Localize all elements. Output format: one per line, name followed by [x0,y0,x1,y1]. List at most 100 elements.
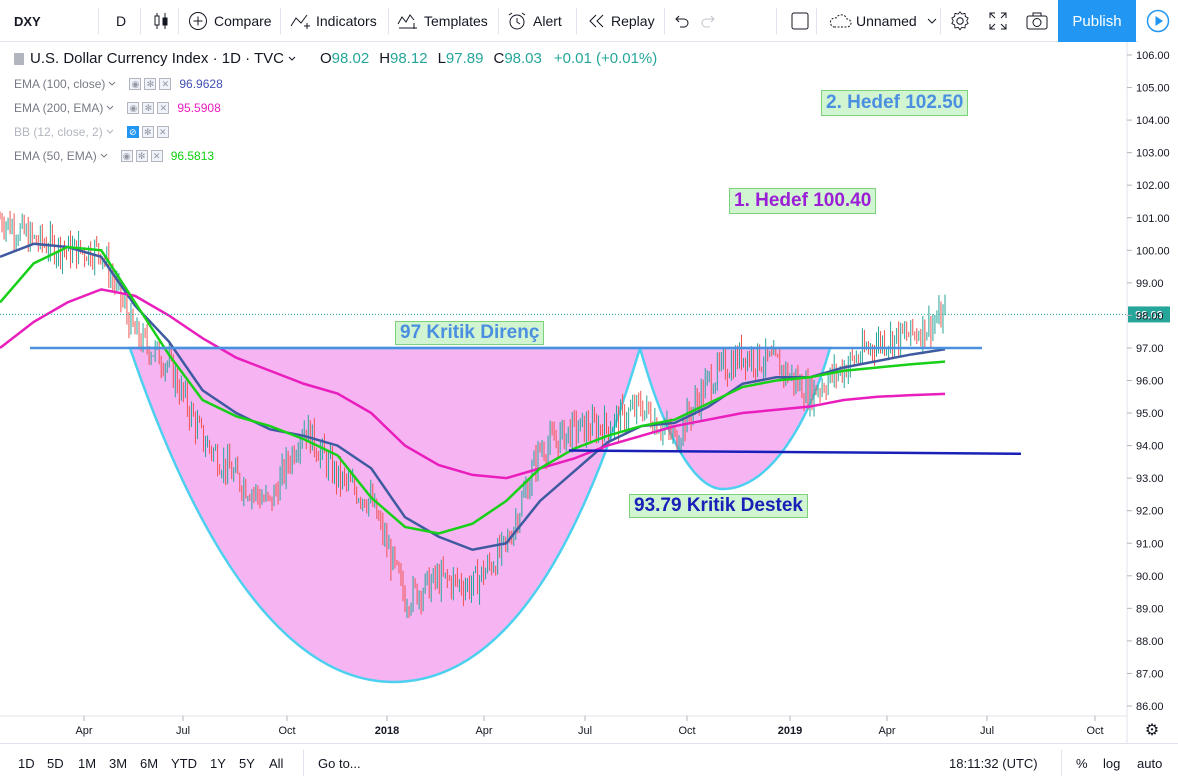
goto-button[interactable]: Go to... [318,755,361,771]
series-line [0,242,946,552]
time-tick-label: Jul [176,725,190,737]
chevron-down-icon [106,129,114,134]
low-label: L [437,50,446,67]
eye-off-icon[interactable]: ⊘ [126,126,139,138]
indicators-label: Indicators [316,13,377,29]
gear-icon[interactable]: ✻ [142,102,155,114]
support-label[interactable]: 93.79 Kritik Destek [629,494,808,518]
auto-toggle[interactable]: auto [1137,755,1163,771]
indicator-name: EMA (100, close) [14,77,106,91]
chart-settings-icon: ⚙ [1145,720,1159,739]
log-toggle[interactable]: log [1103,755,1121,771]
axes: 106.00 105.00 104.00 103.00 102.00 101.00 100.… [75,50,1169,739]
price-tick-label: 89.00 [1136,603,1164,615]
price-tick-label: 101.00 [1136,213,1170,225]
symbol-title[interactable]: U.S. Dollar Currency Index · 1D · TVC [30,50,284,67]
range-3m[interactable]: 3M [109,755,128,771]
indicator-value: 95.5908 [177,101,221,115]
undo-button[interactable] [672,0,690,42]
indicator-lines [0,242,946,552]
divider [98,8,99,34]
price-tick-label: 103.00 [1136,148,1170,160]
range-ytd[interactable]: YTD [171,755,197,771]
chart-type-button[interactable] [152,0,170,42]
time-tick-label: Apr [878,725,895,737]
price-tick-label: 91.00 [1136,538,1164,550]
indicator-name: EMA (50, EMA) [14,149,97,163]
low-value: 97.89 [445,50,484,67]
range-1m[interactable]: 1M [78,755,97,771]
high-label: H [379,50,391,67]
indicator-ema100[interactable]: EMA (100, close) ◉ ✻ ✕ 96.9628 [14,77,223,91]
time-tick-label: 2019 [778,725,802,737]
price-tick-label: 93.00 [1136,473,1164,485]
range-1d[interactable]: 1D [18,755,35,771]
price-tick-label: 105.00 [1136,83,1170,95]
indicator-value: 96.5813 [170,149,215,163]
compare-button[interactable]: Compare [188,0,272,42]
target1-label[interactable]: 1. Hedef 100.40 [729,188,877,214]
indicator-ema50[interactable]: EMA (50, EMA) ◉ ✻ ✕ 96.5813 [14,149,214,163]
gear-icon[interactable]: ✻ [144,78,157,90]
templates-button[interactable]: Templates [397,0,488,42]
publish-button[interactable]: Publish [1058,0,1136,42]
time-tick-label: Oct [678,725,695,737]
settings-button[interactable] [949,0,971,42]
series-line [0,288,946,480]
snapshot-button[interactable] [1026,0,1048,42]
range-6m[interactable]: 6M [140,755,159,771]
chevron-down-icon [109,81,116,86]
time-tick-label: 2018 [375,725,399,737]
drawn-shapes [128,346,832,684]
gear-icon[interactable]: ✻ [135,150,148,162]
redo-button[interactable] [700,0,718,42]
price-tick-label: 94.00 [1136,441,1164,453]
fullscreen-layout-button[interactable] [790,0,810,42]
eye-icon[interactable]: ◉ [127,102,140,114]
divider [1061,750,1062,776]
replay-button[interactable]: Replay [588,0,655,42]
symbol-search[interactable]: DXY [14,13,41,29]
price-tick-label: 92.00 [1136,506,1164,518]
range-all[interactable]: All [269,755,284,771]
interval-button[interactable]: D [116,13,127,29]
time-tick-label: Jul [578,725,592,737]
close-icon[interactable]: ✕ [157,102,170,114]
indicator-bb[interactable]: BB (12, close, 2) ⊘ ✻ ✕ [14,125,169,139]
clock-time[interactable]: 18:11:32 (UTC) [949,755,1038,771]
indicator-value: 96.9628 [179,77,223,91]
price-chart[interactable]: 98.03 106.00 105.00 104.00 103.00 102.00 101.… [0,0,1178,743]
percent-toggle[interactable]: % [1076,755,1088,771]
symbol-logo-icon [14,52,24,65]
candles-icon [154,13,168,29]
range-5d[interactable]: 5D [47,755,64,771]
alert-button[interactable]: Alert [507,0,562,42]
eye-icon[interactable]: ◉ [120,150,133,162]
price-tick-label: 88.00 [1136,636,1164,648]
gear-icon[interactable]: ✻ [141,126,154,138]
divider [816,8,817,34]
redo-icon [701,15,715,28]
close-icon[interactable]: ✕ [159,78,172,90]
camera-icon [1026,12,1048,30]
target2-label[interactable]: 2. Hedef 102.50 [821,90,969,116]
close-icon[interactable]: ✕ [156,126,169,138]
play-button[interactable] [1138,0,1178,42]
layout-name-button[interactable]: Unnamed [828,0,937,42]
range-5y[interactable]: 5Y [239,755,255,771]
price-tick-label: 96.00 [1136,376,1164,388]
close-icon[interactable]: ✕ [150,150,163,162]
time-tick-label: Jul [980,725,994,737]
indicator-ema200[interactable]: EMA (200, EMA) ◉ ✻ ✕ 95.5908 [14,101,221,115]
high-value: 98.12 [390,50,428,67]
range-1y[interactable]: 1Y [210,755,226,771]
close-value: 98.03 [504,50,542,67]
indicators-button[interactable]: Indicators [290,0,377,42]
replay-label: Replay [611,13,655,29]
eye-icon[interactable]: ◉ [129,78,142,90]
fullscreen-button[interactable] [989,0,1007,42]
play-circle-icon [1146,9,1170,33]
resistance-label[interactable]: 97 Kritik Direnç [395,321,545,345]
price-tick-label: 104.00 [1136,115,1170,127]
